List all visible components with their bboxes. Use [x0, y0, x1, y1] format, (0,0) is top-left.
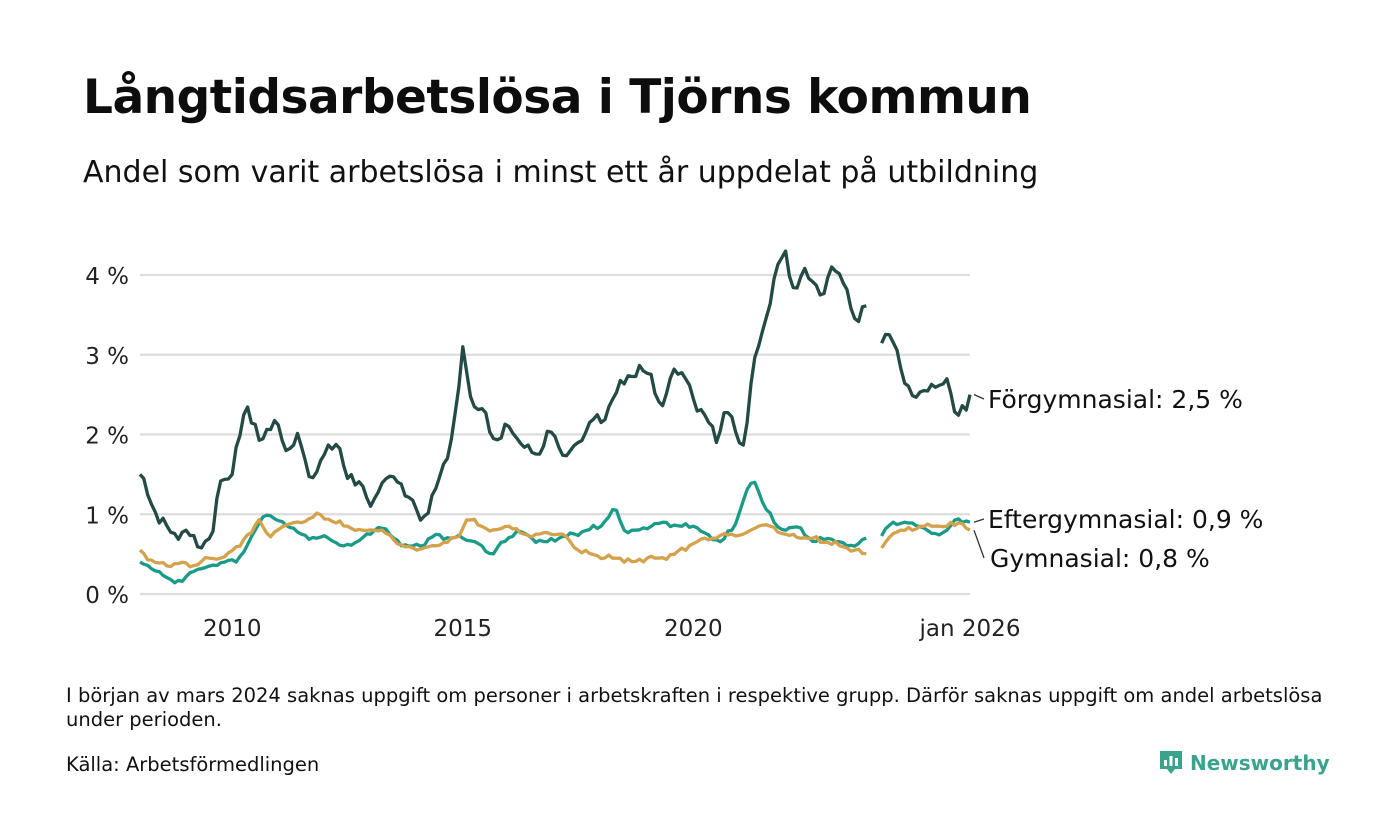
x-axis: 2010 2015 2020 jan 2026	[203, 616, 1021, 642]
chart-subtitle: Andel som varit arbetslösa i minst ett å…	[83, 155, 1039, 190]
y-axis: 0 % 1 % 2 % 3 % 4 %	[85, 264, 129, 609]
label-leader-line	[973, 529, 985, 559]
series-lines	[138, 249, 972, 585]
chart-note: I början av mars 2024 saknas uppgift om …	[66, 684, 1323, 731]
brand-logo[interactable]: Newsworthy	[1158, 748, 1330, 778]
label-leader-line	[973, 518, 985, 523]
label-leader-line	[973, 394, 985, 400]
y-tick-label: 4 %	[85, 264, 129, 290]
y-tick-label: 1 %	[85, 503, 129, 529]
series-labels: Förgymnasial: 2,5 % Eftergymnasial: 0,9 %…	[973, 385, 1263, 573]
series-line-gymnasial	[880, 520, 971, 549]
series-label-gymnasial: Gymnasial: 0,8 %	[990, 544, 1210, 573]
x-tick-label: 2010	[203, 616, 262, 642]
series-label-förgymnasial: Förgymnasial: 2,5 %	[988, 385, 1243, 414]
source-credit: Källa: Arbetsförmedlingen	[66, 753, 320, 776]
y-tick-label: 3 %	[85, 344, 129, 370]
y-tick-label: 0 %	[85, 583, 129, 609]
series-line-eftergymnasial	[880, 517, 971, 537]
x-tick-label: jan 2026	[919, 616, 1021, 642]
series-line-förgymnasial	[880, 332, 972, 417]
x-tick-label: 2020	[664, 616, 723, 642]
x-tick-label: 2015	[434, 616, 493, 642]
series-label-eftergymnasial: Eftergymnasial: 0,9 %	[988, 505, 1263, 534]
series-line-gymnasial	[138, 511, 867, 569]
chart-title: Långtidsarbetslösa i Tjörns kommun	[83, 70, 1032, 125]
series-line-förgymnasial	[138, 249, 867, 550]
brand-name: Newsworthy	[1190, 751, 1330, 775]
newsworthy-logo-icon	[1160, 751, 1182, 774]
y-tick-label: 2 %	[85, 424, 129, 450]
